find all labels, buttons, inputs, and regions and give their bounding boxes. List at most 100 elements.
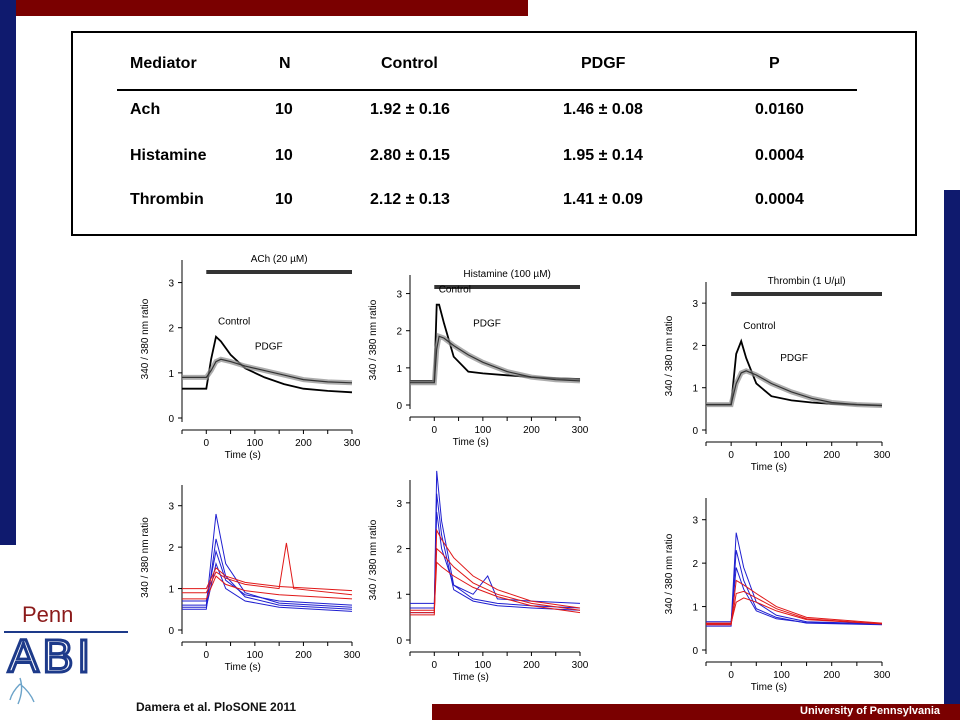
x-tick-label: 100 xyxy=(773,450,790,461)
y-tick-label: 1 xyxy=(168,369,174,380)
table-cell: Histamine xyxy=(130,147,207,164)
table-cell: 1.95 ± 0.14 xyxy=(563,147,643,164)
penn-abi-logo: Penn ABI xyxy=(4,602,128,705)
chart-panel-4: 0 1 2 3 0 100 200 300 Time (s) 340 / 380 nm ratio xyxy=(140,485,361,673)
trace-line xyxy=(182,575,353,600)
table-cell: 10 xyxy=(275,101,293,118)
x-tick-label: 0 xyxy=(432,660,438,671)
y-tick-label: 3 xyxy=(168,502,174,513)
trace-line xyxy=(182,549,353,606)
header-n: N xyxy=(279,55,291,72)
x-tick-label: 300 xyxy=(874,670,891,681)
y-axis-label: 340 / 380 nm ratio xyxy=(368,519,379,600)
header-pdgf: PDGF xyxy=(581,55,626,72)
chart-panel-1: 0 1 2 3 0 100 200 300 Time (s) 340 / 380 nm ratio… xyxy=(140,254,361,461)
x-tick-label: 200 xyxy=(823,670,840,681)
x-axis-label: Time (s) xyxy=(225,450,261,461)
chart-panel-2: 0 1 2 3 0 100 200 300 Time (s) 340 / 380 nm ratio… xyxy=(368,269,589,448)
header-mediator: Mediator xyxy=(130,55,197,72)
x-tick-label: 300 xyxy=(874,450,891,461)
table-cell: Thrombin xyxy=(130,191,204,208)
y-tick-label: 2 xyxy=(692,559,698,570)
y-tick-label: 1 xyxy=(692,384,698,395)
x-tick-label: 200 xyxy=(295,650,312,661)
table-cell: 2.80 ± 0.15 xyxy=(370,147,450,164)
series-line xyxy=(182,358,353,384)
x-tick-label: 200 xyxy=(823,450,840,461)
table-cell: 0.0004 xyxy=(755,191,804,208)
x-tick-label: 300 xyxy=(344,438,361,449)
x-axis-label: Time (s) xyxy=(751,462,787,473)
x-tick-label: 100 xyxy=(773,670,790,681)
x-tick-label: 100 xyxy=(475,660,492,671)
stimulus-label: Thrombin (1 U/µl) xyxy=(768,276,846,287)
y-tick-label: 0 xyxy=(692,426,698,437)
y-axis-label: 340 / 380 nm ratio xyxy=(140,517,151,598)
series-label: Control xyxy=(439,285,471,296)
y-tick-label: 2 xyxy=(692,341,698,352)
series-label: PDGF xyxy=(780,353,808,364)
chart-panel-5: 0 1 2 3 0 100 200 300 Time (s) 340 / 380 nm ratio xyxy=(368,470,589,683)
y-axis-label: 340 / 380 nm ratio xyxy=(664,315,675,396)
trace-line xyxy=(182,542,353,596)
series-label: Control xyxy=(743,321,775,332)
series-line xyxy=(410,335,581,384)
x-tick-label: 300 xyxy=(572,425,589,436)
y-tick-label: 1 xyxy=(396,364,402,375)
chart-panel-3: 0 1 2 3 0 100 200 300 Time (s) 340 / 380 nm ratio… xyxy=(664,276,891,473)
y-tick-label: 1 xyxy=(168,585,174,596)
trace-line xyxy=(182,561,353,612)
table-cell: 10 xyxy=(275,191,293,208)
table-cell: 0.0004 xyxy=(755,147,804,164)
header-p: P xyxy=(769,55,780,72)
footer-bar xyxy=(432,704,960,720)
x-tick-label: 0 xyxy=(728,450,734,461)
x-tick-label: 0 xyxy=(204,438,210,449)
series-label: PDGF xyxy=(255,341,283,352)
x-tick-label: 0 xyxy=(728,670,734,681)
series-label: Control xyxy=(218,317,250,328)
y-tick-label: 2 xyxy=(396,545,402,556)
series-label: PDGF xyxy=(473,318,501,329)
x-tick-label: 200 xyxy=(295,438,312,449)
left-accent-bar xyxy=(0,0,16,545)
table-cell: 1.92 ± 0.16 xyxy=(370,101,450,118)
x-tick-label: 300 xyxy=(344,650,361,661)
x-tick-label: 100 xyxy=(247,650,264,661)
x-axis-label: Time (s) xyxy=(225,662,261,673)
right-accent-bar xyxy=(944,190,960,720)
x-axis-label: Time (s) xyxy=(453,437,489,448)
logo-penn-text: Penn xyxy=(22,602,73,627)
y-tick-label: 2 xyxy=(168,324,174,335)
header-rule xyxy=(117,89,857,91)
y-tick-label: 0 xyxy=(168,414,174,425)
results-table: Mediator N Control PDGF P Ach 10 1.92 ± … xyxy=(71,31,917,236)
y-tick-label: 0 xyxy=(396,401,402,412)
y-tick-label: 1 xyxy=(396,590,402,601)
y-tick-label: 3 xyxy=(396,499,402,510)
x-tick-label: 200 xyxy=(523,425,540,436)
series-line xyxy=(706,370,883,407)
x-tick-label: 100 xyxy=(247,438,264,449)
trace-line xyxy=(410,561,581,614)
table-cell: 0.0160 xyxy=(755,101,804,118)
y-tick-label: 2 xyxy=(396,327,402,338)
y-tick-label: 3 xyxy=(692,299,698,310)
x-tick-label: 300 xyxy=(572,660,589,671)
y-tick-label: 0 xyxy=(168,626,174,637)
y-axis-label: 340 / 380 nm ratio xyxy=(140,298,151,379)
y-axis-label: 340 / 380 nm ratio xyxy=(664,533,675,614)
stimulus-label: Histamine (100 µM) xyxy=(463,269,550,280)
logo-abi-text: ABI xyxy=(8,630,94,682)
y-axis-label: 340 / 380 nm ratio xyxy=(368,299,379,380)
footer-text: University of Pennsylvania xyxy=(800,705,940,717)
header-control: Control xyxy=(381,55,438,72)
table-cell: 1.41 ± 0.09 xyxy=(563,191,643,208)
x-axis-label: Time (s) xyxy=(453,672,489,683)
y-tick-label: 0 xyxy=(396,636,402,647)
x-tick-label: 0 xyxy=(432,425,438,436)
x-tick-label: 200 xyxy=(523,660,540,671)
y-tick-label: 3 xyxy=(692,516,698,527)
x-axis-label: Time (s) xyxy=(751,682,787,693)
